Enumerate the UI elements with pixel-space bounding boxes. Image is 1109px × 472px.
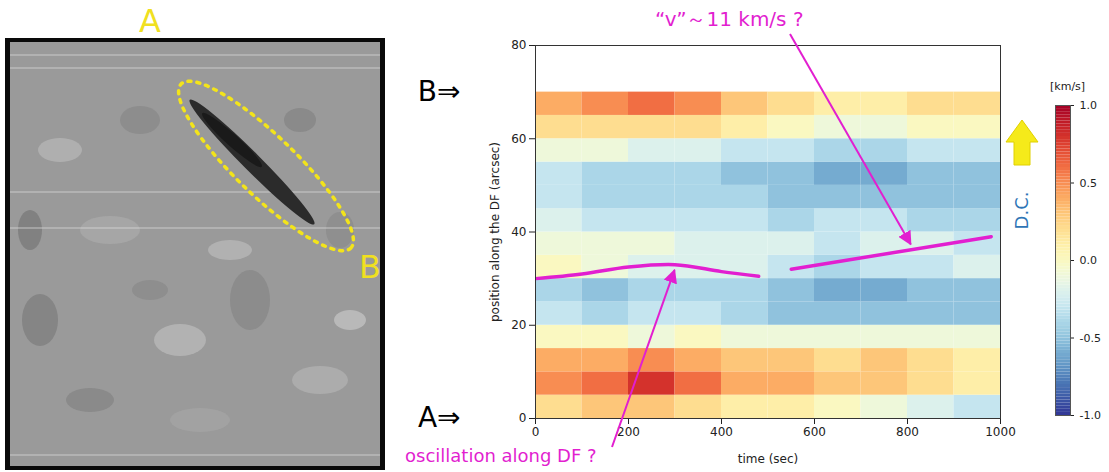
svg-text:A: A xyxy=(139,2,161,40)
svg-text:-1.0: -1.0 xyxy=(1080,409,1101,422)
svg-text:400: 400 xyxy=(710,425,733,439)
svg-text:0.0: 0.0 xyxy=(1080,254,1098,267)
svg-text:0.5: 0.5 xyxy=(1080,177,1098,190)
svg-text:B: B xyxy=(359,248,381,286)
svg-text:1.0: 1.0 xyxy=(1080,99,1098,112)
svg-text:position along the DF (arcsec): position along the DF (arcsec) xyxy=(488,142,502,322)
svg-text:1000: 1000 xyxy=(985,425,1016,439)
svg-text:20: 20 xyxy=(511,318,526,332)
svg-text:60: 60 xyxy=(511,132,526,146)
svg-text:600: 600 xyxy=(803,425,826,439)
svg-text:0: 0 xyxy=(532,425,540,439)
svg-text:-0.5: -0.5 xyxy=(1080,332,1101,345)
svg-text:B⇒: B⇒ xyxy=(418,75,461,108)
svg-text:40: 40 xyxy=(511,225,526,239)
html-text:“v”～11 km/s ?: “v”～11 km/s ? xyxy=(655,7,804,31)
html-text:[km/s]: [km/s] xyxy=(1050,80,1086,93)
svg-text:A⇒: A⇒ xyxy=(418,401,461,434)
svg-text:200: 200 xyxy=(617,425,640,439)
svg-text:80: 80 xyxy=(511,38,526,52)
html-text:oscillation along DF ?: oscillation along DF ? xyxy=(405,445,597,466)
html-text:D.C.: D.C. xyxy=(1011,191,1033,230)
svg-text:time (sec): time (sec) xyxy=(738,452,799,466)
svg-text:0: 0 xyxy=(519,411,527,425)
svg-text:800: 800 xyxy=(896,425,919,439)
